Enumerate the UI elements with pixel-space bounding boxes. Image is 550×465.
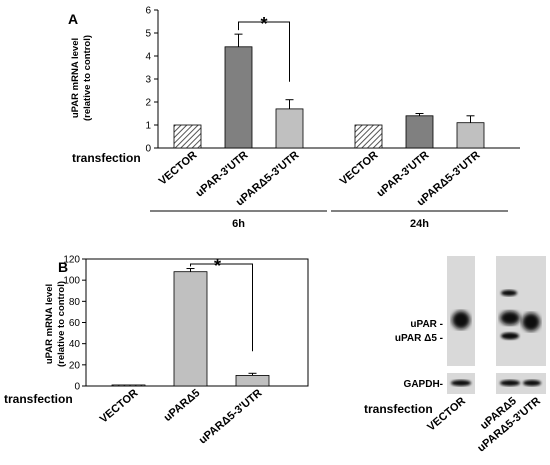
panel-a-bar xyxy=(173,124,202,149)
panel-b-bar xyxy=(173,271,208,387)
panel-b-label: B xyxy=(58,259,68,275)
panel-b-row-label: transfection xyxy=(4,392,73,406)
panel-a-y-tick-label: 0 xyxy=(145,144,151,155)
band-delta5-utr xyxy=(522,313,540,331)
panel-a-bars xyxy=(173,33,485,149)
panel-a-row-label: transfection xyxy=(72,151,141,165)
band-delta5-low xyxy=(501,332,519,340)
panel-b-y-tick-label: 100 xyxy=(63,276,80,287)
panel-a-significance-star: * xyxy=(260,14,267,34)
panel-a-bar xyxy=(405,115,434,149)
panel-b-y-tick-label: 20 xyxy=(69,360,81,371)
blot-label-gapdh: GAPDH- xyxy=(404,379,443,390)
panel-b-ylabel-line1: uPAR mRNA level xyxy=(44,284,55,364)
panel-a-bar xyxy=(224,46,253,149)
panel-a-significance: * xyxy=(238,14,290,82)
panel-a-category-label: VECTOR xyxy=(157,149,200,188)
panel-a-ylabel: uPAR mRNA level (relative to control) xyxy=(70,35,93,121)
panel-b-category-label: VECTOR xyxy=(98,387,141,426)
gapdh-band-3 xyxy=(523,380,541,386)
panel-a-group-label: 6h xyxy=(232,218,245,230)
panel-a-bar xyxy=(456,122,485,149)
panel-b-y-tick-label: 120 xyxy=(63,255,80,266)
panel-a-y-tick-label: 6 xyxy=(145,6,151,17)
panel-b-category-label: uPARΔ5-3'UTR xyxy=(197,387,265,446)
panel-a-y-tick-label: 1 xyxy=(145,121,151,132)
band-vector-upar xyxy=(452,311,470,329)
panel-b-bars xyxy=(111,268,270,387)
panel-a-group-labels: 6h 24h xyxy=(150,210,508,230)
panel-a-y-tick-label: 5 xyxy=(145,29,151,40)
panel-b-ylabel: uPAR mRNA level (relative to control) xyxy=(44,281,67,367)
panel-b-bar xyxy=(235,375,270,387)
panel-a-group-label: 24h xyxy=(410,218,429,230)
panel-a-y-ticks: 0 1 2 3 4 5 6 xyxy=(145,6,158,155)
blot: uPAR - uPAR Δ5 - GAPDH- transfection VEC… xyxy=(364,256,546,455)
gapdh-band-2 xyxy=(500,380,520,386)
panel-a-y-tick-label: 4 xyxy=(145,52,151,63)
panel-b-y-tick-label: 60 xyxy=(69,318,81,329)
blot-row-label: transfection xyxy=(364,402,433,416)
panel-b-category-label: uPARΔ5 xyxy=(162,387,203,424)
blot-label-upar-delta5: uPAR Δ5 - xyxy=(395,333,443,344)
gapdh-band-1 xyxy=(451,380,471,386)
panel-a-y-tick-label: 2 xyxy=(145,98,151,109)
band-delta5-main xyxy=(500,311,520,325)
panel-a-category-label: VECTOR xyxy=(338,149,381,188)
panel-a-ylabel-line1: uPAR mRNA level xyxy=(70,38,81,118)
panel-b-significance: * xyxy=(190,256,253,352)
blot-label-upar: uPAR - xyxy=(410,319,443,330)
panel-b-y-tick-label: 80 xyxy=(69,297,81,308)
loading-strip-right xyxy=(496,373,546,394)
panel-b-y-ticks: 0 20 40 60 80 100 120 xyxy=(63,255,86,393)
panel-a-ylabel-line2: (relative to control) xyxy=(82,35,93,121)
panel-a-label: A xyxy=(68,11,78,27)
panel-b-significance-bracket xyxy=(190,263,253,352)
panel-a-significance-bracket xyxy=(238,21,290,82)
panel-b-y-tick-label: 40 xyxy=(69,339,81,350)
panel-a-bar xyxy=(354,124,383,149)
panel-b-ylabel-line2: (relative to control) xyxy=(56,281,67,367)
band-delta5-high xyxy=(501,290,517,296)
blot-strip-right xyxy=(496,256,546,366)
panel-b-y-tick-label: 0 xyxy=(74,382,80,393)
panel-b-significance-star: * xyxy=(214,256,221,276)
panel-a-bar xyxy=(275,108,304,149)
panel-b-bar xyxy=(111,384,146,387)
panel-a-y-tick-label: 3 xyxy=(145,75,151,86)
